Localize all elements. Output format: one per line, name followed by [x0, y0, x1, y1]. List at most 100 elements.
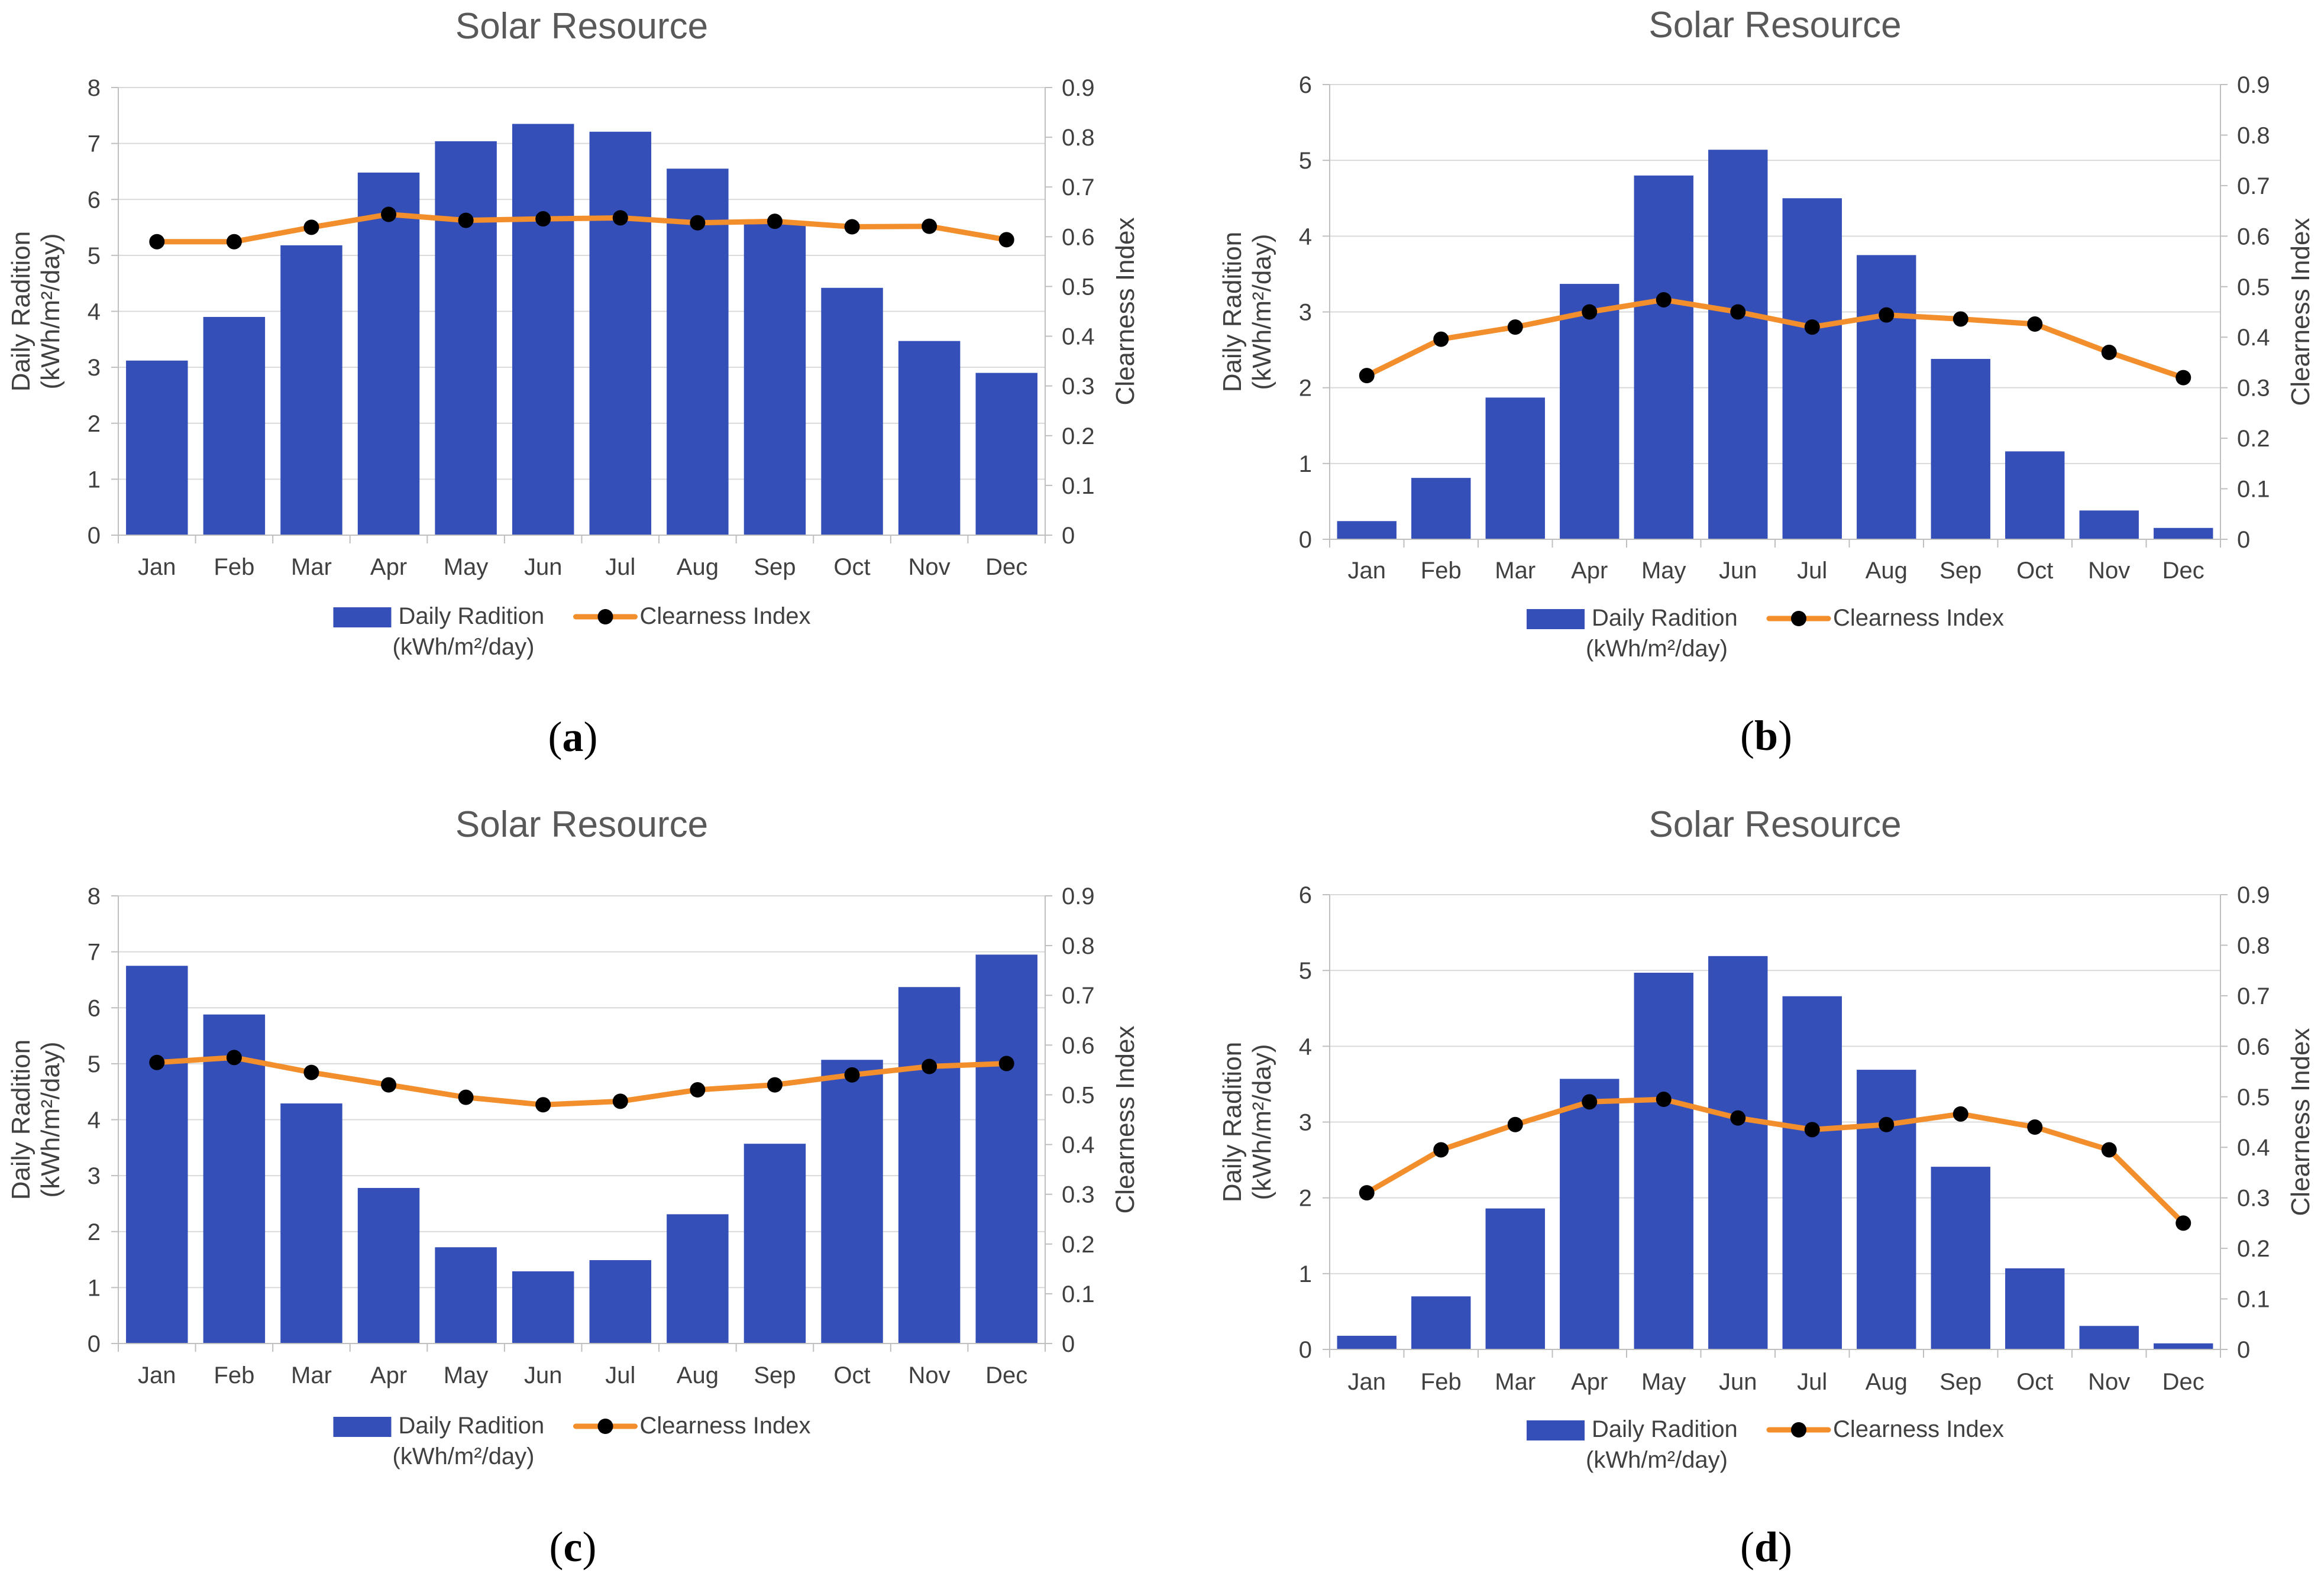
- clearness-point-aug: [690, 215, 706, 231]
- legend-bar-unit: (kWh/m²/day): [1586, 1447, 1728, 1473]
- chart-title: Solar Resource: [455, 804, 708, 845]
- y2-tick-label: 0.9: [2237, 882, 2270, 908]
- bar-may: [1634, 175, 1693, 539]
- bar-jan: [1337, 521, 1397, 539]
- bar-mar: [280, 245, 342, 535]
- y-axis-title-unit: (kWh/m²/day): [36, 234, 65, 390]
- x-tick-label: Jun: [524, 1362, 563, 1388]
- y2-tick-label: 0.5: [1062, 1082, 1095, 1108]
- caption-letter: b: [1754, 712, 1778, 759]
- y2-tick-label: 0.8: [2237, 122, 2270, 148]
- x-tick-label: Oct: [833, 554, 870, 580]
- bar-apr: [357, 1187, 420, 1344]
- clearness-point-dec: [998, 232, 1014, 248]
- caption-letter: a: [563, 713, 584, 760]
- y2-tick-label: 0.1: [2237, 1287, 2270, 1313]
- chart-legend: Daily Radition (kWh/m²/day) Clearness Inde…: [1527, 605, 2004, 662]
- bar-oct: [821, 1060, 883, 1344]
- bar-jun: [512, 1271, 574, 1344]
- y2-axis-title: Clearness Index: [2286, 218, 2315, 406]
- panel-caption: (a): [548, 713, 598, 760]
- y-tick-label: 2: [1299, 1186, 1312, 1212]
- caption-open-paren: (: [1740, 1523, 1754, 1571]
- x-tick-label: Mar: [291, 554, 332, 580]
- legend-bar-label: Daily Radition: [399, 603, 545, 629]
- clearness-point-aug: [1879, 1116, 1895, 1132]
- bar-feb: [203, 1014, 266, 1344]
- clearness-point-aug: [690, 1082, 706, 1098]
- y2-tick-label: 0.2: [1062, 1232, 1095, 1258]
- clearness-index-line: [154, 212, 1010, 245]
- y-tick-label: 7: [88, 940, 101, 966]
- legend-marker-swatch: [597, 609, 613, 624]
- x-tick-label: Nov: [2088, 1369, 2130, 1395]
- y-tick-label: 6: [88, 995, 101, 1021]
- bar-jul: [589, 131, 652, 535]
- legend-line-label: Clearness Index: [1833, 1416, 2004, 1442]
- caption-close-paren: ): [1778, 1523, 1792, 1571]
- bar-feb: [1411, 1296, 1471, 1349]
- x-tick-label: Feb: [1421, 1369, 1462, 1395]
- x-tick-label: Jun: [1719, 1369, 1757, 1395]
- y-tick-label: 4: [88, 299, 101, 325]
- x-tick-label: Jan: [1348, 1369, 1386, 1395]
- y-tick-label: 1: [88, 1275, 101, 1301]
- y2-tick-label: 0.8: [2237, 933, 2270, 959]
- x-tick-label: Nov: [2088, 558, 2130, 584]
- caption-letter: c: [564, 1523, 583, 1571]
- clearness-point-sep: [767, 213, 783, 229]
- bar-aug: [1857, 255, 1916, 539]
- legend-line-label: Clearness Index: [1833, 605, 2004, 631]
- bar-jul: [589, 1260, 652, 1344]
- y2-tick-label: 0.6: [1062, 224, 1095, 250]
- x-tick-label: Feb: [214, 1362, 254, 1388]
- x-tick-label: Jul: [1797, 1369, 1827, 1395]
- y2-tick-label: 0.4: [1062, 1132, 1095, 1158]
- y2-tick-label: 0.6: [2237, 1034, 2270, 1060]
- y2-tick-label: 0.9: [2237, 72, 2270, 98]
- clearness-point-jan: [149, 1054, 165, 1070]
- caption-open-paren: (: [548, 713, 563, 760]
- y-tick-label: 4: [1299, 1034, 1312, 1060]
- bar-feb: [203, 316, 266, 535]
- x-tick-label: Feb: [214, 554, 254, 580]
- y2-tick-label: 0.6: [2237, 224, 2270, 250]
- clearness-point-may: [458, 212, 474, 228]
- x-tick-label: Mar: [1495, 1369, 1536, 1395]
- bar-jul: [1782, 996, 1842, 1349]
- y-tick-label: 7: [88, 131, 101, 157]
- bar-mar: [1485, 1208, 1545, 1349]
- y2-tick-label: 0.8: [1062, 933, 1095, 959]
- bar-apr: [357, 172, 420, 536]
- y-axis-title: Daily Radition: [1218, 232, 1247, 392]
- y2-tick-label: 0: [2237, 527, 2250, 553]
- y-tick-label: 4: [88, 1108, 101, 1134]
- panel-caption: (b): [1740, 712, 1792, 759]
- y2-tick-label: 0.5: [2237, 1084, 2270, 1111]
- clearness-point-jul: [612, 210, 628, 226]
- y2-tick-label: 0.1: [1062, 473, 1095, 499]
- x-tick-label: Aug: [1866, 1369, 1908, 1395]
- legend-bar-label: Daily Radition: [1592, 605, 1738, 631]
- x-tick-label: May: [1641, 1369, 1686, 1395]
- bar-jun: [1708, 150, 1768, 539]
- bar-sep: [1931, 1167, 1990, 1349]
- x-tick-label: Jul: [605, 1362, 635, 1388]
- bar-oct: [821, 287, 883, 535]
- y2-tick-label: 0.9: [1062, 75, 1095, 101]
- chart-panel-a: Solar Resource 0 1 2 3 4 5 6 7 8 0 0.1 0.2 0.3 0.4 0.5 0…: [7, 6, 1140, 760]
- y2-axis-title: Clearness Index: [1111, 218, 1140, 406]
- x-tick-label: Sep: [1939, 1369, 1981, 1395]
- chart-legend: Daily Radition (kWh/m²/day) Clearness Inde…: [333, 603, 811, 660]
- y-tick-label: 8: [88, 883, 101, 909]
- x-tick-label: Nov: [909, 1362, 951, 1388]
- x-tick-label: Sep: [754, 1362, 796, 1388]
- x-tick-label: May: [444, 554, 489, 580]
- clearness-point-apr: [1582, 1094, 1598, 1110]
- bar-jan: [1337, 1335, 1397, 1349]
- clearness-point-dec: [2175, 1215, 2191, 1231]
- clearness-point-apr: [1582, 304, 1598, 320]
- y-tick-label: 5: [88, 243, 101, 269]
- y2-tick-label: 0.5: [2237, 274, 2270, 300]
- y-tick-label: 1: [1299, 1261, 1312, 1287]
